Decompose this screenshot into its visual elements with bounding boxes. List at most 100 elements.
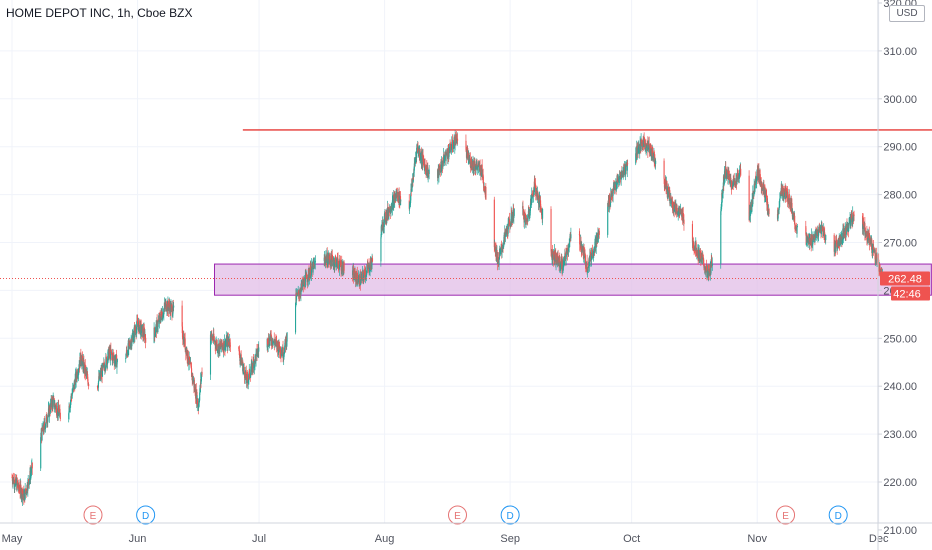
candle-body bbox=[244, 372, 246, 379]
candle-body bbox=[725, 169, 728, 179]
candle-body bbox=[418, 150, 420, 155]
earnings-marker[interactable] bbox=[83, 505, 103, 525]
y-tick-label: 230.00 bbox=[883, 429, 917, 441]
candle-body bbox=[598, 233, 600, 238]
candle-body bbox=[636, 151, 638, 155]
candlestick-series bbox=[11, 130, 884, 506]
candle-body bbox=[421, 156, 423, 163]
candle-body bbox=[441, 161, 443, 172]
x-axis[interactable]: MayJunJulAugSepOctNovDec212021 bbox=[0, 522, 932, 545]
candle-body bbox=[416, 147, 418, 158]
candle-body bbox=[18, 482, 20, 489]
candle-body bbox=[476, 163, 478, 167]
candle-body bbox=[677, 211, 679, 215]
candle-body bbox=[665, 179, 667, 187]
chart-legend-title: HOME DEPOT INC, 1h, Cboe BZX bbox=[6, 6, 193, 20]
candle-body bbox=[105, 356, 107, 368]
candle-body bbox=[586, 261, 588, 273]
current-price-tag[interactable] bbox=[880, 271, 930, 286]
candle-body bbox=[181, 305, 183, 327]
candle-body bbox=[616, 179, 618, 185]
candle-body bbox=[226, 340, 228, 347]
candle-body bbox=[156, 320, 158, 333]
candle-body bbox=[125, 357, 127, 360]
dividend-marker[interactable] bbox=[500, 505, 520, 525]
candle-body bbox=[446, 153, 448, 158]
candle-body bbox=[258, 347, 260, 352]
candle-body bbox=[131, 342, 133, 347]
candle-body bbox=[380, 237, 382, 262]
earnings-marker[interactable] bbox=[776, 505, 796, 525]
candle-body bbox=[44, 426, 47, 430]
x-tick-label: Aug bbox=[375, 533, 395, 545]
support-zone-rect[interactable] bbox=[214, 263, 932, 296]
candle-body bbox=[754, 181, 756, 189]
candle-body bbox=[871, 240, 873, 253]
candle-body bbox=[645, 143, 647, 151]
candle-body bbox=[756, 170, 758, 175]
candle-body bbox=[623, 167, 625, 176]
candle-body bbox=[47, 408, 50, 415]
candle-body bbox=[643, 137, 645, 147]
support-zone[interactable] bbox=[214, 263, 932, 296]
candle-body bbox=[442, 160, 444, 164]
candle-body bbox=[221, 339, 223, 346]
candle-body bbox=[564, 253, 566, 261]
candle-body bbox=[849, 222, 851, 223]
candle-body bbox=[865, 232, 867, 236]
candle-body bbox=[847, 227, 849, 231]
candle-body bbox=[397, 192, 399, 201]
event-marker-label: D bbox=[142, 511, 149, 522]
candle-body bbox=[795, 227, 797, 229]
candle-body bbox=[614, 187, 616, 190]
candle-body bbox=[382, 222, 384, 231]
candle-body bbox=[360, 282, 362, 285]
candle-body bbox=[455, 134, 458, 137]
candle-body bbox=[216, 343, 218, 351]
candle-body bbox=[252, 359, 254, 369]
candle-body bbox=[298, 290, 300, 294]
candle-body bbox=[393, 195, 395, 208]
event-marker-label: D bbox=[835, 511, 842, 522]
candle-body bbox=[381, 224, 383, 232]
candle-body bbox=[116, 359, 118, 363]
candle-body bbox=[711, 263, 713, 266]
earnings-marker[interactable] bbox=[448, 505, 467, 525]
candle-body bbox=[669, 190, 671, 204]
candle-body bbox=[400, 200, 402, 202]
candle-body bbox=[498, 259, 500, 266]
candle-body bbox=[676, 207, 678, 214]
candle-body bbox=[523, 214, 525, 223]
event-marker-label: D bbox=[507, 511, 514, 522]
dividend-marker[interactable] bbox=[828, 505, 848, 525]
dividend-marker[interactable] bbox=[136, 505, 156, 525]
countdown-label: 42:46 bbox=[893, 289, 921, 301]
candle-body bbox=[40, 437, 42, 469]
candle-body bbox=[768, 209, 770, 214]
candle-body bbox=[154, 333, 156, 337]
candle-body bbox=[848, 222, 850, 228]
candle-body bbox=[766, 195, 768, 203]
y-tick-label: 290.00 bbox=[883, 142, 917, 154]
candle-body bbox=[481, 164, 483, 173]
candle-body bbox=[194, 386, 196, 396]
y-axis[interactable]: 320.00310.00300.00290.00280.00270.00260.… bbox=[877, 0, 930, 550]
candle-body bbox=[295, 302, 297, 333]
candle-body bbox=[740, 168, 742, 176]
candle-body bbox=[391, 200, 393, 210]
candle-body bbox=[467, 151, 469, 160]
candle-body bbox=[277, 343, 279, 353]
candle-body bbox=[358, 276, 360, 282]
candle-body bbox=[796, 226, 798, 234]
candle-body bbox=[639, 142, 641, 150]
candle-body bbox=[706, 271, 708, 278]
candle-body bbox=[283, 352, 285, 355]
y-tick-label: 220.00 bbox=[883, 477, 917, 489]
candle-body bbox=[31, 462, 33, 469]
candle-body bbox=[14, 480, 16, 486]
candle-body bbox=[811, 234, 813, 245]
currency-label[interactable]: USD bbox=[889, 5, 925, 22]
candle-body bbox=[824, 232, 826, 240]
